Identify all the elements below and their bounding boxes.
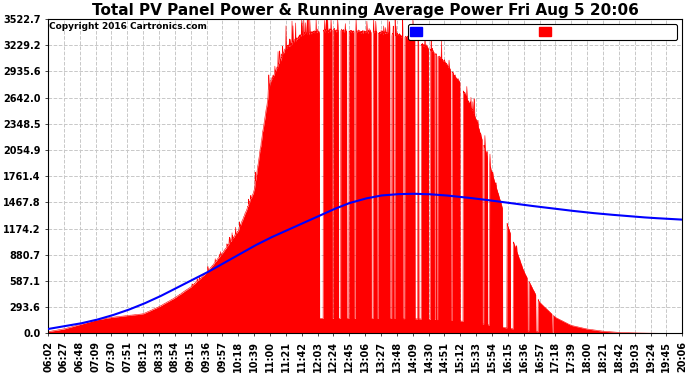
Title: Total PV Panel Power & Running Average Power Fri Aug 5 20:06: Total PV Panel Power & Running Average P… <box>92 3 638 18</box>
Text: Copyright 2016 Cartronics.com: Copyright 2016 Cartronics.com <box>49 22 206 31</box>
Legend: Average  (DC Watts), PV Panels  (DC Watts): Average (DC Watts), PV Panels (DC Watts) <box>408 24 678 40</box>
